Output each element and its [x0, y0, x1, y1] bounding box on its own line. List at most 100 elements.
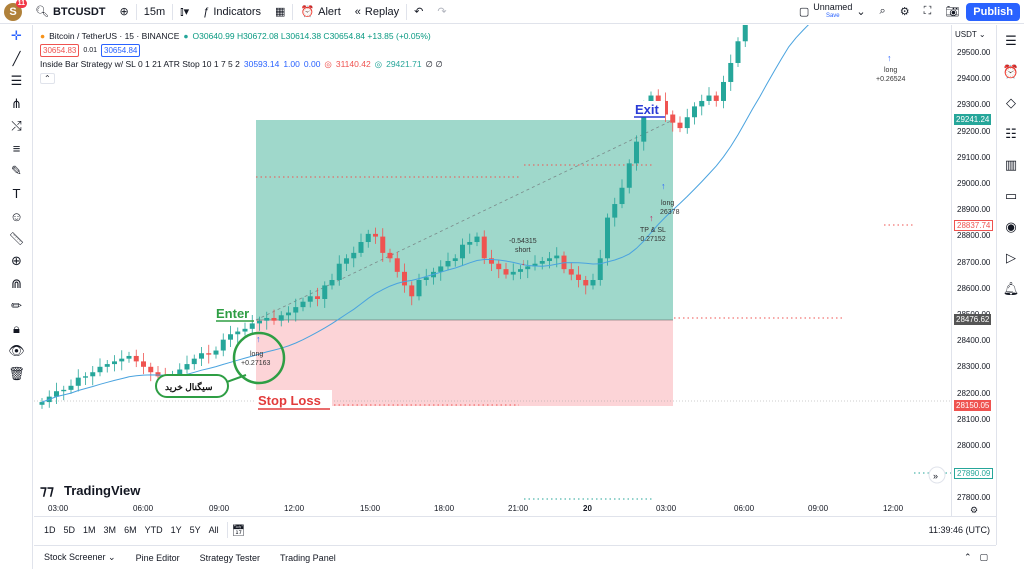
redo-button[interactable]: ↷: [430, 0, 453, 24]
candle-body: [126, 355, 132, 359]
clock[interactable]: 11:39:46 (UTC): [928, 525, 990, 535]
symbol-title[interactable]: Bitcoin / TetherUS · 15 · BINANCE: [49, 31, 180, 41]
range-button-6m[interactable]: 6M: [124, 525, 137, 535]
range-button-5y[interactable]: 5Y: [189, 525, 201, 535]
range-button-1d[interactable]: 1D: [44, 525, 56, 535]
undo-button[interactable]: ↶: [407, 0, 430, 24]
chart-type-button[interactable]: ⫾▾: [173, 0, 196, 24]
pitchfork-tool-icon[interactable]: ⋔: [11, 95, 22, 111]
strategy-dot2-icon: ◎: [374, 58, 383, 69]
layouts-button[interactable]: ▦: [268, 0, 292, 24]
candle-body: [735, 41, 741, 63]
collapse-panel-icon[interactable]: ⌃: [963, 552, 972, 562]
goto-date-icon[interactable]: 📅︎: [231, 524, 246, 537]
range-button-all[interactable]: All: [208, 525, 219, 535]
currency-selector[interactable]: USDT ⌄: [955, 30, 986, 39]
magnet-tool-icon[interactable]: ⋒: [11, 275, 22, 291]
candle-body: [307, 296, 313, 302]
fib-tool-icon[interactable]: ≡: [12, 141, 21, 157]
range-buttons: 1D 5D 1M 3M 6M YTD 1Y 5Y All: [34, 525, 223, 535]
horizontal-lines-tool-icon[interactable]: ☰: [10, 73, 23, 89]
ask-price[interactable]: 30654.84: [101, 43, 141, 57]
fullscreen-button[interactable]: ⛶: [917, 0, 939, 24]
add-symbol-button[interactable]: ⊕: [113, 0, 136, 24]
long2-label: long: [661, 200, 674, 207]
lock-drawings-tool-icon[interactable]: ✏: [11, 298, 22, 314]
range-button-1m[interactable]: 1M: [83, 525, 96, 535]
tab-label: Pine Editor: [135, 552, 180, 563]
tab-stock-screener[interactable]: Stock Screener ⌄: [34, 552, 126, 563]
market-status-icon: ●: [183, 31, 189, 41]
time-tick-label: 12:00: [883, 504, 904, 513]
maximize-panel-icon[interactable]: ▢: [979, 552, 988, 562]
top-toolbar: S 11 🔍︎ BTCUSDT ⊕ 15m ⫾▾ ƒ Indicators ▦ …: [0, 0, 1024, 24]
chart-pane[interactable]: Enter Exit Stop Loss ↑ long +0.27163 سیگ…: [34, 25, 951, 516]
candle-body: [148, 366, 154, 373]
price-axis[interactable]: USDT ⌄ 29500.00 29400.00 29300.00 29200.00 2…: [951, 25, 996, 516]
range-button-ytd[interactable]: YTD: [144, 525, 163, 535]
streams-icon[interactable]: ◉: [1005, 218, 1017, 234]
ideas-icon[interactable]: ☷: [1005, 125, 1017, 141]
alerts-clock-icon[interactable]: ⏰: [1002, 63, 1020, 79]
tpsl-value: -0.27152: [638, 236, 666, 243]
symbol-search[interactable]: 🔍︎ BTCUSDT: [28, 0, 113, 24]
layers-icon[interactable]: ◇: [1006, 94, 1016, 110]
alert-button[interactable]: ⏰ Alert: [293, 0, 347, 24]
eye-icon[interactable]: 👁︎: [8, 343, 25, 359]
chat-icon[interactable]: ▭: [1004, 187, 1018, 203]
lock-icon[interactable]: 🔒︎: [13, 320, 20, 336]
range-button-3m[interactable]: 3M: [103, 525, 117, 535]
replay-button[interactable]: « Replay: [348, 0, 406, 24]
scroll-realtime-button[interactable]: [928, 466, 946, 484]
badge-low: 27890.09: [954, 468, 994, 479]
publish-button[interactable]: Publish: [966, 2, 1020, 21]
candle-body: [612, 204, 618, 218]
zoom-in-tool-icon[interactable]: ⊕: [11, 253, 22, 269]
range-button-5d[interactable]: 5D: [63, 525, 76, 535]
notifications-icon[interactable]: 🔔︎: [1002, 280, 1020, 296]
brush-tool-icon[interactable]: ✎: [11, 163, 22, 179]
snapshot-button[interactable]: 📷︎: [938, 0, 966, 24]
candle-body: [104, 364, 110, 367]
price-tick-label: 28600.00: [957, 283, 991, 293]
price-tick-label: 28300.00: [957, 362, 991, 372]
trash-icon[interactable]: 🗑︎: [8, 365, 25, 381]
plus-circle-icon: ⊕: [119, 6, 129, 18]
layout-menu[interactable]: ▢ Unnamed Save ⌄: [792, 0, 873, 24]
candle-body: [677, 122, 683, 129]
axis-settings-icon[interactable]: ⚙: [970, 505, 979, 515]
strategy-name[interactable]: Inside Bar Strategy w/ SL 0 1 21 ATR Sto…: [40, 59, 240, 69]
tab-pine-editor[interactable]: Pine Editor: [126, 553, 190, 563]
range-button-1y[interactable]: 1Y: [170, 525, 182, 535]
candle-body: [670, 114, 676, 123]
user-avatar[interactable]: S 11: [4, 0, 27, 21]
candle-body: [213, 350, 219, 355]
candle-body: [423, 277, 429, 280]
indicators-label: Indicators: [213, 5, 262, 18]
candle-body: [199, 353, 204, 359]
time-axis[interactable]: 03:00 06:00 09:00 12:00 15:00 18:00 21:00 20 03:…: [34, 504, 951, 516]
candle-body: [532, 263, 538, 267]
calendar-icon[interactable]: ▷: [1006, 249, 1016, 265]
collapse-legend-icon[interactable]: ⌃: [40, 72, 55, 84]
pattern-tool-icon[interactable]: ⤭: [11, 118, 22, 134]
interval-button[interactable]: 15m: [137, 0, 172, 24]
tab-strategy-tester[interactable]: Strategy Tester: [190, 553, 270, 563]
watchlist-icon[interactable]: ☰: [1005, 32, 1017, 48]
camera-icon: 📷︎: [945, 6, 960, 18]
text-tool-icon[interactable]: T: [12, 186, 21, 202]
crosshair-tool-icon[interactable]: ✛: [11, 28, 22, 44]
ruler-tool-icon[interactable]: 📏︎: [8, 230, 25, 246]
price-chart[interactable]: Enter Exit Stop Loss ↑ long +0.27163 سیگ…: [34, 25, 951, 516]
search-icon: 🔍︎: [35, 6, 49, 18]
hotlist-icon[interactable]: ▥: [1004, 156, 1018, 172]
candle-body: [112, 361, 117, 365]
settings-button[interactable]: ⚙: [893, 0, 917, 24]
emoji-tool-icon[interactable]: ☺: [9, 208, 24, 224]
indicators-button[interactable]: ƒ Indicators: [196, 0, 268, 24]
bid-price[interactable]: 30654.83: [40, 43, 80, 57]
strategy-tail: ∅ ∅: [425, 58, 443, 69]
tab-trading-panel[interactable]: Trading Panel: [270, 553, 346, 563]
quick-search-button[interactable]: ⌕: [873, 0, 893, 24]
trendline-tool-icon[interactable]: ╱: [12, 50, 21, 66]
